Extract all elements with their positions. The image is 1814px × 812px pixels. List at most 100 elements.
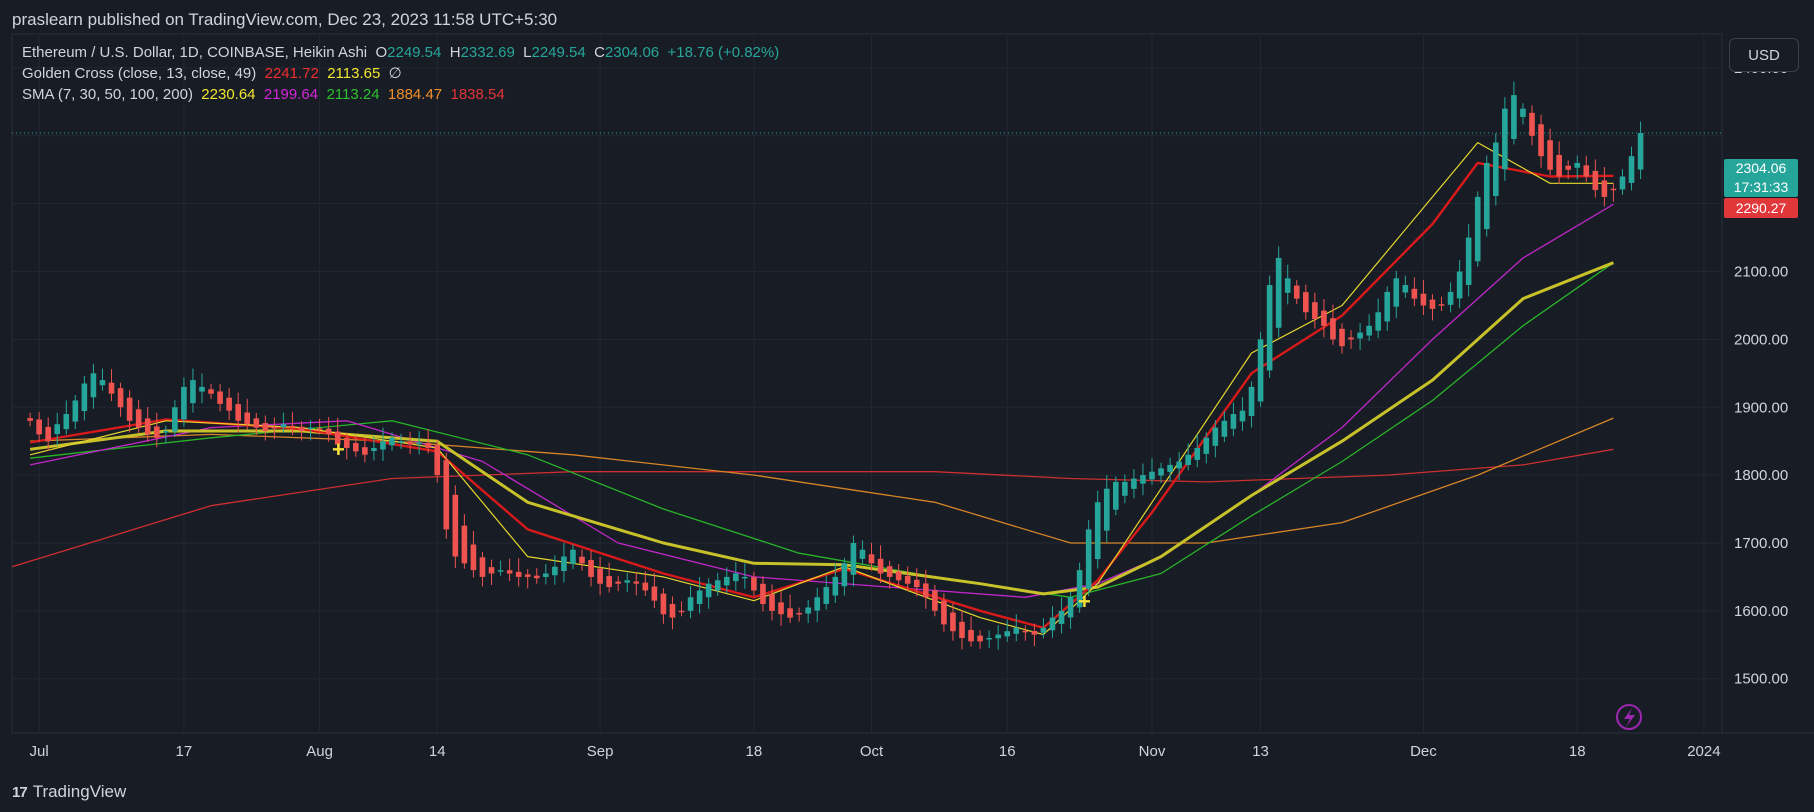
candle-body xyxy=(1167,464,1173,472)
candle-body xyxy=(570,549,576,564)
candle xyxy=(678,601,685,617)
candle-body xyxy=(199,386,205,392)
currency-button[interactable]: USD xyxy=(1729,38,1799,72)
candle xyxy=(452,485,459,569)
candle-body xyxy=(1013,627,1020,634)
sma-200-line xyxy=(11,448,1614,568)
candle-body xyxy=(398,441,404,443)
candle-body xyxy=(90,373,97,398)
candle xyxy=(1511,81,1517,145)
candle-body xyxy=(144,418,151,435)
candle-body xyxy=(1619,176,1626,190)
candle xyxy=(1230,402,1237,437)
candle xyxy=(1076,562,1083,613)
candle xyxy=(280,412,287,433)
candle-body xyxy=(868,554,875,564)
candle xyxy=(45,417,51,451)
candle-body xyxy=(597,568,603,584)
candle-body xyxy=(235,404,241,421)
candle xyxy=(941,593,947,632)
golden-cross-fast-line xyxy=(29,161,1614,629)
candle xyxy=(1239,397,1246,431)
candle xyxy=(1266,275,1273,378)
candle xyxy=(1447,282,1454,313)
candle-body xyxy=(253,418,260,428)
candle-body xyxy=(470,544,477,571)
candle-body xyxy=(262,422,269,432)
candle-body xyxy=(832,576,839,596)
candle-body xyxy=(325,428,332,435)
candle xyxy=(1149,458,1155,485)
candle-body xyxy=(1393,278,1400,307)
time-tick-label: Aug xyxy=(306,743,333,760)
golden-cross-markers: + + xyxy=(332,437,1091,614)
candle xyxy=(543,564,549,585)
candle-body xyxy=(1330,318,1336,340)
sma-200-value: 1838.54 xyxy=(450,86,505,103)
candle-body xyxy=(805,607,811,614)
legend-sma-row[interactable]: SMA (7, 30, 50, 100, 200) 2230.64 2199.6… xyxy=(22,85,505,105)
candle xyxy=(1031,623,1038,647)
legend-golden-cross-row[interactable]: Golden Cross (close, 13, close, 49) 2241… xyxy=(22,64,402,84)
candle xyxy=(552,555,558,585)
time-tick-label: Sep xyxy=(587,743,614,760)
candle-body xyxy=(99,380,106,386)
candle xyxy=(1366,314,1372,341)
candle xyxy=(841,557,848,596)
candle xyxy=(1556,141,1562,184)
candle-body xyxy=(714,580,721,591)
candle xyxy=(190,368,196,413)
candle xyxy=(199,373,205,404)
candle-body xyxy=(1637,133,1644,170)
candle-body xyxy=(1284,278,1291,293)
candle-body xyxy=(1212,427,1219,446)
plot-area[interactable] xyxy=(11,33,1723,734)
tradingview-logo-icon: 17 xyxy=(12,783,28,801)
price-scale[interactable]: 1500.00 1600.00 1700.00 1800.00 1900.00 2000.… xyxy=(1734,60,1788,688)
candle-body xyxy=(669,603,676,618)
candle xyxy=(244,398,251,430)
candle-body xyxy=(950,612,956,632)
legend-change: +18.76 (+0.82%) xyxy=(667,44,780,61)
legend-symbol-row[interactable]: Ethereum / U.S. Dollar, 1D, COINBASE, He… xyxy=(22,43,779,63)
candle-body xyxy=(606,576,612,588)
candle-body xyxy=(615,581,621,584)
lightning-icon[interactable] xyxy=(1616,704,1642,730)
time-tick-label: 14 xyxy=(429,743,446,760)
time-scale[interactable]: Jul 17 Aug 14 Sep 18 Oct 16 Nov 13 Dec 18 2024 xyxy=(30,743,1721,760)
candle xyxy=(1357,323,1363,350)
candle xyxy=(895,564,902,586)
candle xyxy=(696,576,703,614)
candle-body xyxy=(380,441,386,450)
candle-body xyxy=(941,600,947,625)
candle-body xyxy=(1375,312,1381,331)
legend-high: 2332.69 xyxy=(460,44,515,61)
candle-body xyxy=(1465,237,1472,285)
footer-brand[interactable]: 17 TradingView xyxy=(12,782,126,802)
candle-body xyxy=(1366,325,1372,336)
candle-body xyxy=(524,574,531,577)
candle-body xyxy=(1293,285,1300,299)
candle xyxy=(1393,270,1400,319)
candle xyxy=(36,412,42,442)
candle xyxy=(950,603,956,641)
candle xyxy=(63,400,70,435)
candle xyxy=(1122,474,1128,504)
candle-body xyxy=(108,382,115,394)
candle xyxy=(1456,259,1463,308)
candle-body xyxy=(1538,124,1544,157)
candle xyxy=(1547,128,1553,176)
candle xyxy=(1384,286,1391,331)
candle xyxy=(579,549,585,571)
candle xyxy=(1628,146,1635,191)
candle xyxy=(1194,434,1201,468)
candle-body xyxy=(425,442,431,448)
candle xyxy=(1610,183,1617,202)
candle-body xyxy=(1348,337,1354,340)
candle-body xyxy=(81,383,88,412)
candle-body xyxy=(271,426,278,429)
candle xyxy=(1312,292,1318,329)
legend-symbol: Ethereum / U.S. Dollar, 1D, COINBASE, He… xyxy=(22,44,368,61)
candle-body xyxy=(1628,156,1635,183)
